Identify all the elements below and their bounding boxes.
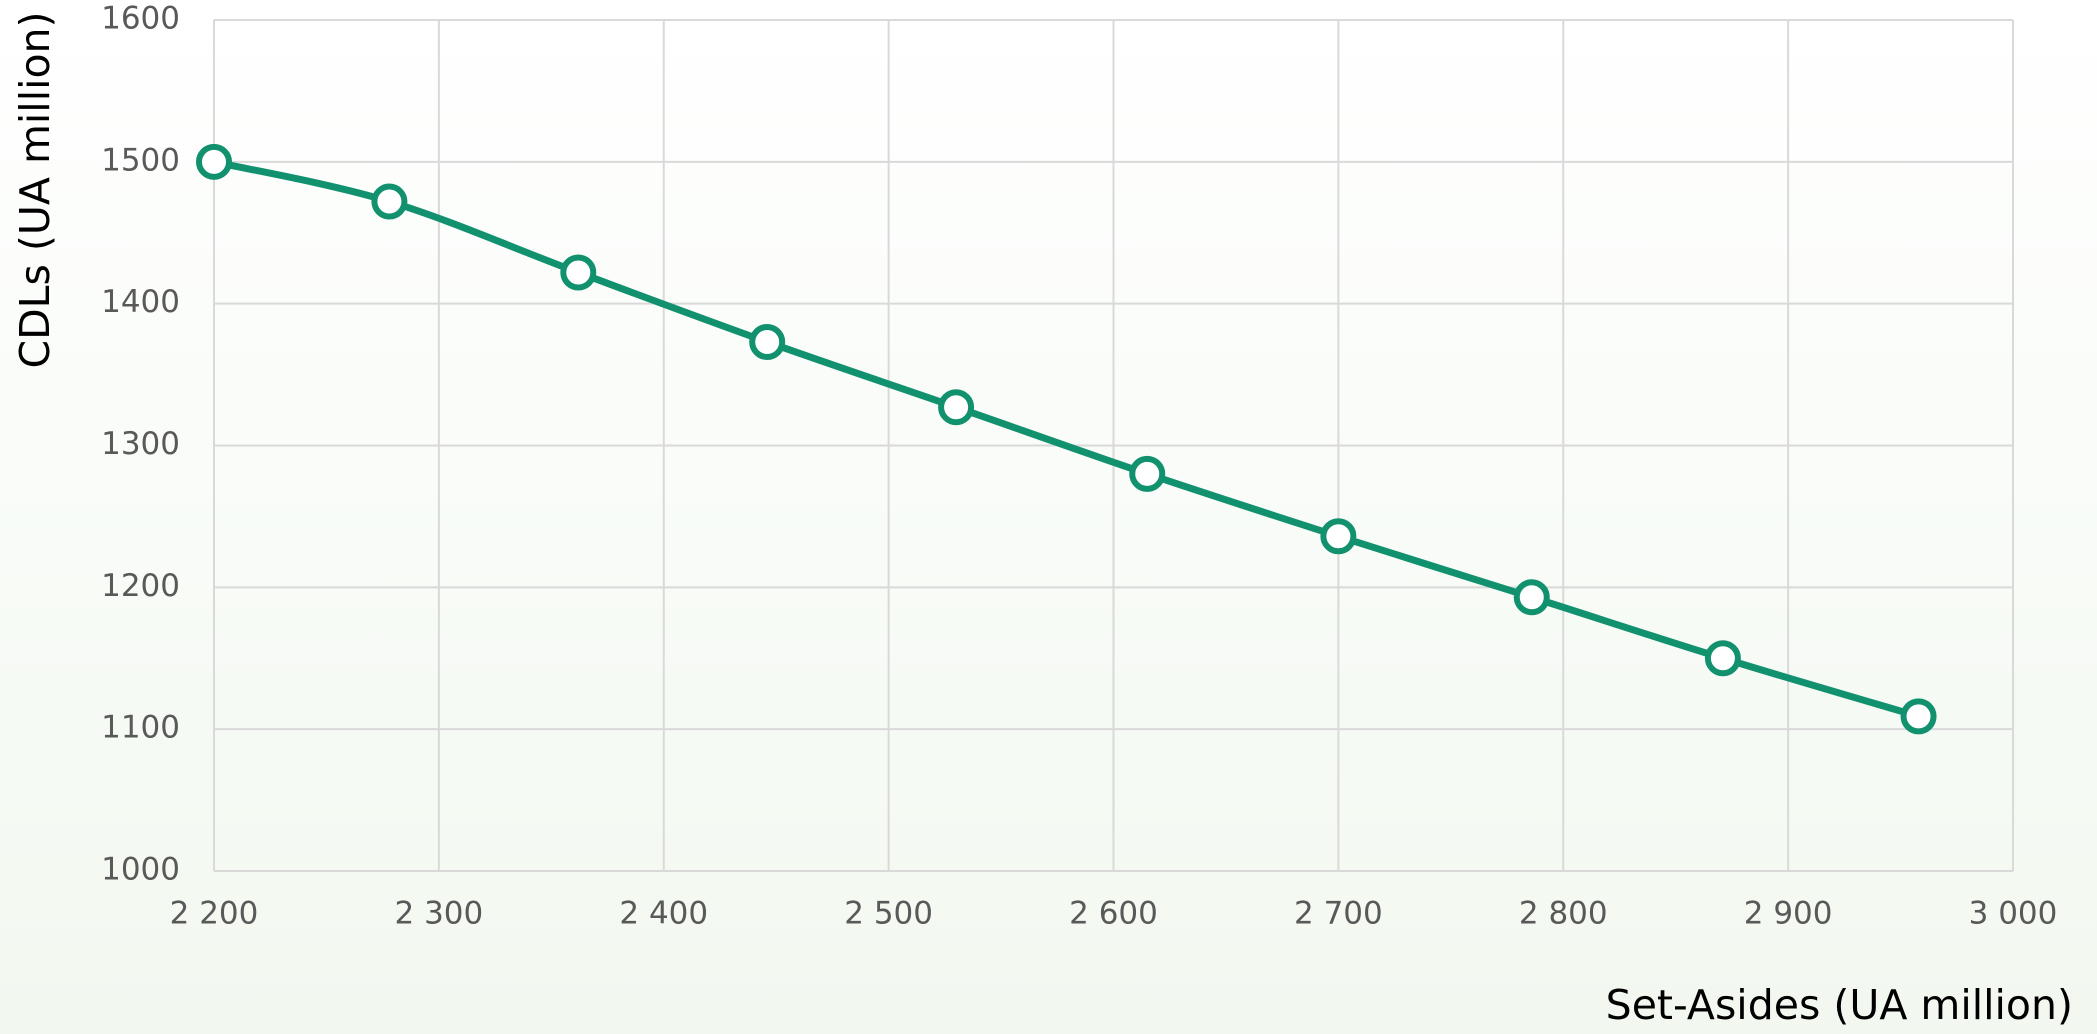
- x-tick-label: 2 800: [1519, 896, 1608, 932]
- y-tick-label: 1000: [101, 852, 180, 888]
- y-tick-label: 1600: [101, 1, 180, 37]
- y-tick-label: 1400: [101, 284, 180, 320]
- x-tick-label: 2 600: [1069, 896, 1158, 932]
- marker: [749, 323, 786, 360]
- y-axis-title: CDLs (UA million): [11, 11, 59, 368]
- marker: [1513, 579, 1550, 616]
- marker: [1129, 455, 1166, 492]
- x-axis-title: Set-Asides (UA million): [1606, 981, 2073, 1029]
- marker: [938, 389, 975, 426]
- y-tick-label: 1100: [101, 710, 180, 746]
- marker: [1704, 640, 1741, 677]
- marker: [560, 254, 597, 291]
- marker: [1900, 698, 1937, 735]
- y-tick-label: 1500: [101, 142, 180, 178]
- marker: [371, 183, 408, 220]
- x-tick-label: 2 400: [619, 896, 708, 932]
- x-tick-label: 2 900: [1744, 896, 1833, 932]
- x-tick-label: 2 200: [170, 896, 259, 932]
- marker: [1320, 518, 1357, 555]
- y-tick-label: 1200: [101, 568, 180, 604]
- x-tick-label: 2 500: [844, 896, 933, 932]
- x-tick-label: 2 700: [1294, 896, 1383, 932]
- line: [213, 158, 1920, 720]
- y-tick-label: 1300: [101, 426, 180, 462]
- marker: [196, 143, 232, 180]
- x-tick-label: 3 000: [1969, 896, 2058, 932]
- x-tick-label: 2 300: [395, 896, 484, 932]
